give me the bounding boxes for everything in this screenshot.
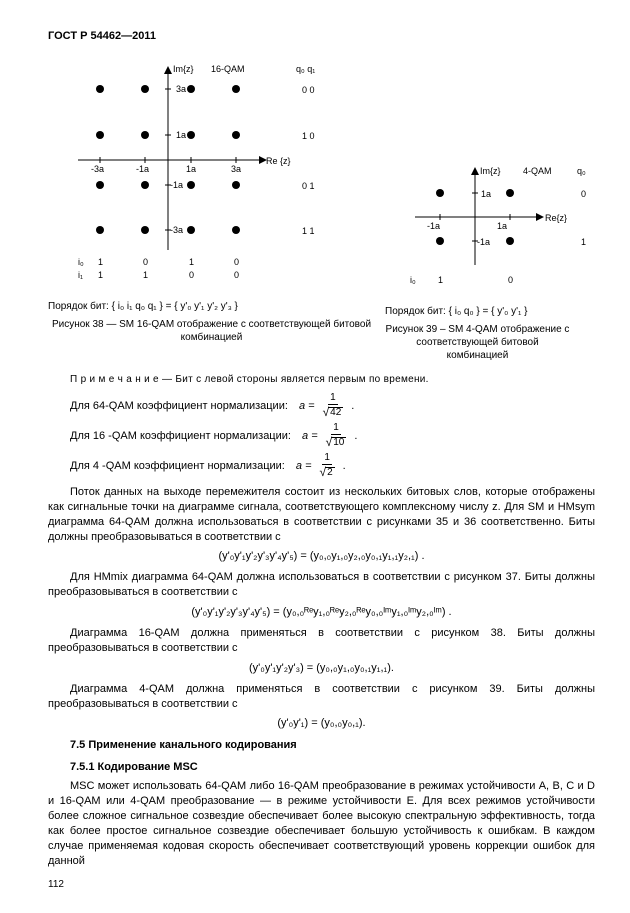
norm-4: Для 4 -QAM коэффициент нормализации: a =… <box>70 453 595 479</box>
eq-1: (y'₀y'₁y'₂y'₃y'₄y'₅) = (y₀,₀y₁,₀y₂,₀y₀,₁… <box>48 550 595 562</box>
svg-text:Re{z}: Re{z} <box>545 213 567 223</box>
svg-text:1 0: 1 0 <box>302 131 315 141</box>
bit-order-16: Порядок бит: { i₀ i₁ q₀ q₁ } = { y'₀ y'₁… <box>48 301 375 312</box>
figures-row: 3a 1a -1a -3a -3a -1a 1a 3a <box>48 60 595 362</box>
re-label: Re {z} <box>266 156 291 166</box>
para-2: Для HMmix диаграмма 64-QAM должна исполь… <box>48 570 595 600</box>
svg-text:0: 0 <box>189 270 194 280</box>
svg-text:q₀: q₀ <box>577 166 586 176</box>
norm-64: Для 64-QAM коэффициент нормализации: a =… <box>70 393 595 419</box>
eq-4: (y'₀y'₁) = (y₀,₀y₀,₁). <box>48 717 595 729</box>
svg-text:0: 0 <box>234 270 239 280</box>
svg-text:1: 1 <box>98 257 103 267</box>
figure-4qam: 1a -1a -1a 1a Im{z} 4-QAM q₀ Re{z} 0 1 <box>385 165 595 362</box>
svg-text:0: 0 <box>234 257 239 267</box>
svg-text:1 1: 1 1 <box>302 226 315 236</box>
para-1: Поток данных на выходе перемежителя сост… <box>48 485 595 544</box>
svg-text:-1a: -1a <box>136 164 149 174</box>
svg-text:-1a: -1a <box>477 237 490 247</box>
svg-text:1a: 1a <box>186 164 196 174</box>
svg-text:i₀: i₀ <box>78 257 84 267</box>
title: 16-QAM <box>211 64 245 74</box>
svg-text:1: 1 <box>143 270 148 280</box>
para-4: Диаграмма 4-QAM должна применяться в соо… <box>48 682 595 712</box>
svg-text:Im{z}: Im{z} <box>480 166 501 176</box>
svg-text:1: 1 <box>438 275 443 285</box>
svg-text:-1a: -1a <box>170 180 183 190</box>
caption-16: Рисунок 38 — SM 16-QAM отображение с соо… <box>48 318 375 344</box>
ytick-3a: 3a <box>176 84 186 94</box>
svg-text:1: 1 <box>581 237 586 247</box>
svg-text:1a: 1a <box>176 130 186 140</box>
svg-text:0: 0 <box>143 257 148 267</box>
svg-text:-3a: -3a <box>91 164 104 174</box>
svg-text:3a: 3a <box>231 164 241 174</box>
svg-text:i₁: i₁ <box>78 270 83 280</box>
svg-text:0 0: 0 0 <box>302 85 315 95</box>
section-7-5: 7.5 Применение канального кодирования <box>70 739 595 751</box>
norm-16: Для 16 -QAM коэффициент нормализации: a … <box>70 423 595 449</box>
q-label: q₀ q₁ <box>296 64 315 74</box>
constellation-4qam: 1a -1a -1a 1a Im{z} 4-QAM q₀ Re{z} 0 1 <box>385 165 595 295</box>
caption-4: Рисунок 39 – SM 4-QAM отображение с соот… <box>385 323 570 362</box>
svg-text:-3a: -3a <box>170 225 183 235</box>
svg-text:1a: 1a <box>497 221 507 231</box>
svg-text:4-QAM: 4-QAM <box>523 166 552 176</box>
figure-16qam: 3a 1a -1a -3a -3a -1a 1a 3a <box>48 60 375 344</box>
bit-order-4: Порядок бит: { i₀ q₀ } = { y'₀ y'₁ } <box>385 306 595 317</box>
page-header: ГОСТ Р 54462—2011 <box>48 30 595 42</box>
svg-text:0: 0 <box>508 275 513 285</box>
para-3: Диаграмма 16-QAM должна применяться в со… <box>48 626 595 656</box>
svg-text:1: 1 <box>189 257 194 267</box>
eq-2: (y'₀y'₁y'₂y'₃y'₄y'₅) = (y₀,₀ᴿᵉy₁,₀ᴿᵉy₂,₀… <box>48 606 595 618</box>
para-5: MSC может использовать 64-QAM либо 16-QA… <box>48 779 595 868</box>
svg-text:1: 1 <box>98 270 103 280</box>
svg-text:0 1: 0 1 <box>302 181 315 191</box>
constellation-16qam: 3a 1a -1a -3a -3a -1a 1a 3a <box>48 60 338 290</box>
eq-3: (y'₀y'₁y'₂y'₃) = (y₀,₀y₁,₀y₀,₁y₁,₁). <box>48 662 595 674</box>
svg-text:i₀: i₀ <box>410 275 416 285</box>
section-7-5-1: 7.5.1 Кодирование MSC <box>70 761 595 773</box>
im-label: Im{z} <box>173 64 194 74</box>
page-number: 112 <box>48 879 595 890</box>
svg-text:-1a: -1a <box>427 221 440 231</box>
svg-text:1a: 1a <box>481 189 491 199</box>
note-line: П р и м е ч а н и е — Бит с левой сторон… <box>70 374 595 385</box>
svg-text:0: 0 <box>581 189 586 199</box>
